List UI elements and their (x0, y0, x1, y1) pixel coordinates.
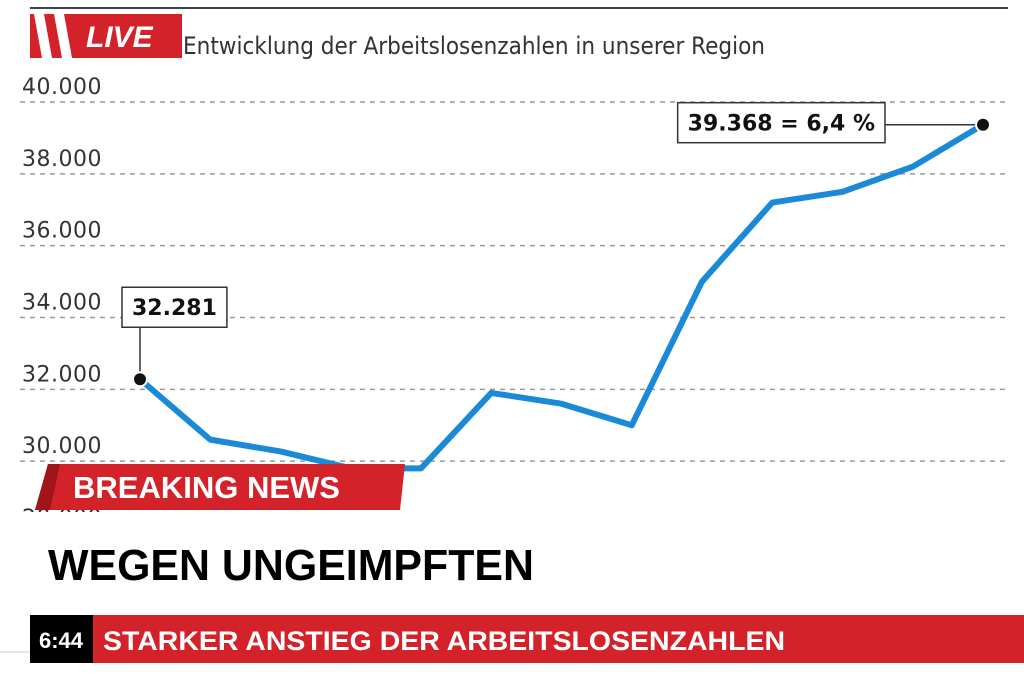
data-line (137, 121, 986, 472)
ticker-text: STARKER ANSTIEG DER ARBEITSLOSENZAHLEN (103, 626, 785, 656)
y-tick-label: 34.000 (22, 291, 102, 316)
y-tick-label: 40.000 (22, 75, 102, 100)
breaking-label: BREAKING NEWS (73, 470, 340, 505)
callout-box (121, 286, 228, 328)
breaking-box (35, 464, 405, 510)
y-tick-label: 30.000 (22, 434, 102, 459)
ticker-bar (30, 615, 1024, 663)
headline: WEGEN UNGEIMPFTEN (48, 541, 534, 590)
chart-title: Entwicklung der Arbeitslosenzahlen in un… (183, 32, 765, 60)
breaking-edge (35, 464, 60, 510)
live-box (30, 14, 182, 58)
time: 6:44 (39, 628, 84, 653)
callout-label: 32.281 (132, 296, 217, 321)
y-tick-label: 32.000 (22, 362, 102, 387)
data-point (975, 116, 991, 133)
plot: 28.00030.00032.00034.00036.00038.00040.0… (20, 75, 1005, 534)
headline-bg (0, 512, 1024, 608)
y-tick-label: 38.000 (22, 147, 102, 172)
live-label: LIVE (86, 21, 154, 54)
time-box (30, 615, 93, 663)
y-tick-label: 36.000 (22, 219, 102, 244)
overlay: LIVE BREAKING NEWS WEGEN UNGEIMPFTEN 6:4… (0, 14, 1024, 663)
data-point (132, 371, 148, 388)
callout-box (676, 101, 886, 144)
callout-label: 39.368 = 6,4 % (688, 112, 875, 137)
live-stripe (54, 14, 72, 58)
live-stripe (34, 14, 52, 58)
